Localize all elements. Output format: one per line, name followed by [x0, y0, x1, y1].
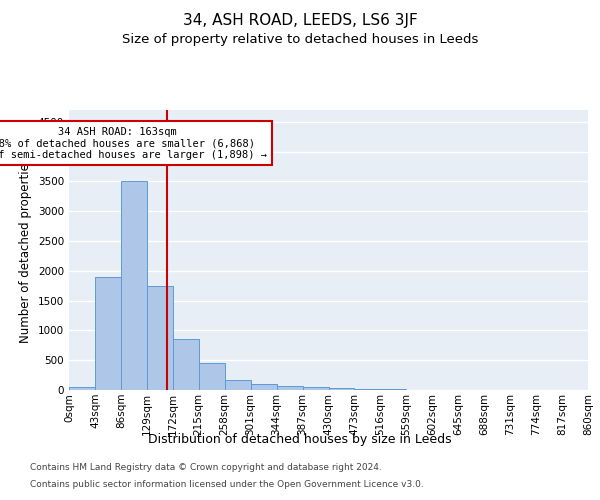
Bar: [69, 387, 95, 390]
Y-axis label: Number of detached properties: Number of detached properties: [19, 157, 32, 343]
Text: 34 ASH ROAD: 163sqm
← 78% of detached houses are smaller (6,868)
22% of semi-det: 34 ASH ROAD: 163sqm ← 78% of detached ho…: [0, 126, 267, 160]
Bar: [95, 277, 121, 390]
Text: Contains HM Land Registry data © Crown copyright and database right 2024.: Contains HM Land Registry data © Crown c…: [30, 464, 382, 472]
Bar: [277, 386, 302, 390]
Bar: [199, 363, 224, 390]
Bar: [329, 388, 355, 390]
Bar: [121, 182, 147, 390]
Text: Contains public sector information licensed under the Open Government Licence v3: Contains public sector information licen…: [30, 480, 424, 489]
Bar: [225, 380, 251, 390]
Bar: [173, 340, 199, 390]
Text: Distribution of detached houses by size in Leeds: Distribution of detached houses by size …: [148, 432, 452, 446]
Bar: [302, 387, 329, 390]
Text: Size of property relative to detached houses in Leeds: Size of property relative to detached ho…: [122, 32, 478, 46]
Bar: [147, 286, 173, 390]
Text: 34, ASH ROAD, LEEDS, LS6 3JF: 34, ASH ROAD, LEEDS, LS6 3JF: [182, 12, 418, 28]
Bar: [251, 384, 277, 390]
Bar: [355, 389, 380, 390]
